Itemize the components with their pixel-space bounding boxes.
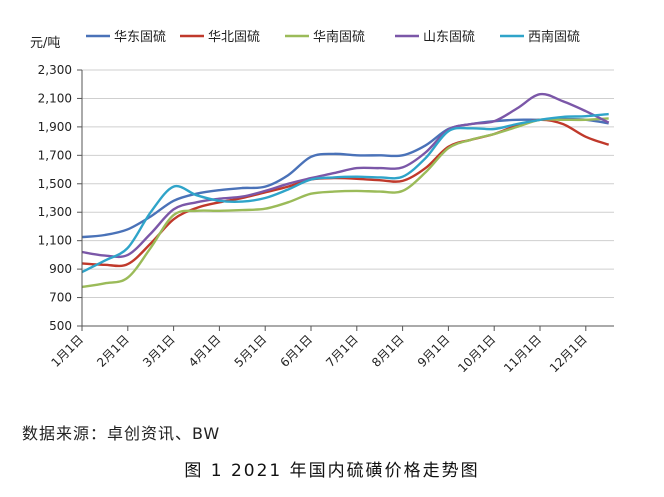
x-tick-label: 2月1日 <box>94 332 132 370</box>
x-tick-label: 8月1日 <box>369 332 407 370</box>
legend-label: 华南固硫 <box>313 29 365 45</box>
legend-label: 华东固硫 <box>114 30 166 45</box>
y-tick-label: 1,500 <box>38 177 72 191</box>
figure-caption: 图 1 2021 年国内硫磺价格走势图 <box>184 461 480 481</box>
x-tick-label: 4月1日 <box>186 332 224 370</box>
x-tick-label: 1月1日 <box>48 332 86 370</box>
legend: 华东固硫 华北固硫 华南固硫 山东固硫 西南固硫 <box>86 29 580 45</box>
y-tick-label: 900 <box>49 262 72 276</box>
y-tick-label: 1,700 <box>38 148 72 162</box>
x-tick-label: 5月1日 <box>232 332 270 370</box>
series-line <box>81 112 609 274</box>
series-line <box>81 117 609 239</box>
x-tick-label: 11月1日 <box>501 332 544 375</box>
x-tick-label: 9月1日 <box>415 332 453 370</box>
x-tick-label: 7月1日 <box>323 332 361 370</box>
legend-label: 山东固硫 <box>423 30 475 45</box>
axes <box>81 70 614 327</box>
y-axis-ticks: 500 700 900 1,100 1,300 1,500 1,700 1,900 2,100 2… <box>38 63 82 333</box>
x-tick-label: 3月1日 <box>140 332 178 370</box>
y-tick-label: 1,300 <box>38 205 72 219</box>
series-line <box>81 92 610 259</box>
x-tick-label: 12月1日 <box>547 332 590 375</box>
x-axis-ticks: 1月1日 2月1日 3月1日 4月1日 5月1日 6月1日 7月1日 8月1日 9月1日 10月1… <box>48 326 590 375</box>
legend-label: 华北固硫 <box>208 30 260 45</box>
y-axis-label: 元/吨 <box>30 36 60 51</box>
y-tick-label: 500 <box>49 319 72 333</box>
series-line <box>81 117 609 289</box>
series-lines <box>81 92 610 289</box>
y-tick-label: 1,900 <box>38 120 72 134</box>
series-line <box>81 118 610 268</box>
y-tick-label: 2,300 <box>38 63 72 77</box>
line-chart: 华东固硫 华北固硫 华南固硫 山东固硫 西南固硫 元/吨 500 700 900 1,100 1… <box>30 29 614 375</box>
x-tick-label: 10月1日 <box>455 332 498 375</box>
y-tick-label: 700 <box>49 291 72 305</box>
y-tick-label: 1,100 <box>38 234 72 248</box>
y-tick-label: 2,100 <box>38 91 72 105</box>
x-tick-label: 6月1日 <box>277 332 315 370</box>
legend-label: 西南固硫 <box>528 29 580 45</box>
data-source-note: 数据来源：卓创资讯、BW <box>22 424 221 443</box>
